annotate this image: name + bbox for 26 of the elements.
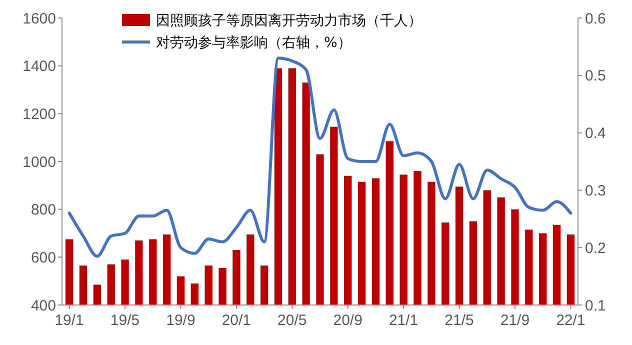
y2-tick-label: 0.4 (585, 125, 606, 142)
y2-tick-label: 0.3 (585, 182, 606, 200)
x-tick-label: 20/5 (278, 312, 307, 329)
y-tick-label: 1000 (22, 154, 56, 171)
y-tick-label: 800 (30, 202, 56, 219)
y-tick-label: 400 (30, 297, 56, 314)
legend-label: 因照顾孩子等原因离开劳动力市场（千人） (156, 12, 422, 29)
x-tick-label: 22/1 (556, 312, 586, 329)
x-tick-label: 19/1 (54, 312, 84, 329)
y-tick-label: 1200 (22, 106, 56, 123)
legend-label: 对劳动参与率影响（右轴，%） (156, 34, 352, 51)
y2-tick-label: 0.1 (585, 297, 606, 314)
y2-tick-label: 0.6 (585, 10, 606, 28)
x-tick-label: 20/9 (333, 312, 362, 329)
line-series (68, 56, 572, 258)
x-tick-label: 21/9 (500, 312, 530, 329)
y-tick-label: 1600 (22, 10, 56, 28)
y2-tick-label: 0.5 (585, 68, 606, 85)
y-tick-label: 1400 (22, 58, 56, 76)
x-tick-label: 21/1 (388, 312, 418, 329)
y-tick-label: 600 (30, 249, 56, 266)
x-tick-label: 20/1 (222, 312, 252, 329)
x-tick-label: 21/5 (444, 312, 474, 329)
x-tick-label: 19/5 (110, 312, 140, 329)
x-tick-label: 19/9 (166, 312, 196, 329)
y2-tick-label: 0.2 (585, 240, 606, 257)
